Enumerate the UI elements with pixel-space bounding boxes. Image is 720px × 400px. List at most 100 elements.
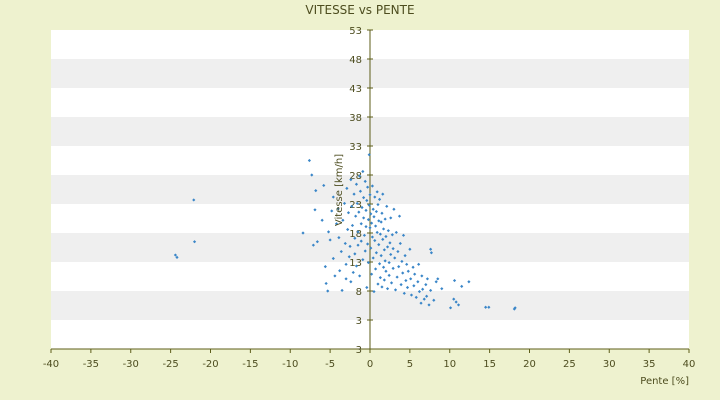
y-tick-label: 53 — [349, 26, 362, 37]
y-tick-label: 23 — [349, 200, 362, 211]
data-point — [434, 280, 438, 284]
y-tick-label: 3 — [356, 316, 362, 327]
data-point — [347, 255, 351, 259]
data-point — [487, 305, 491, 309]
x-tick-label: -35 — [83, 359, 99, 370]
data-point — [387, 273, 391, 277]
data-point — [424, 283, 428, 287]
data-point — [389, 216, 393, 220]
x-axis-label: Pente [%] — [640, 376, 689, 387]
data-point — [369, 212, 373, 216]
data-point — [405, 285, 410, 290]
data-point — [339, 249, 343, 254]
y-tick-label: 13 — [349, 258, 362, 269]
data-point — [406, 269, 410, 273]
data-point — [366, 260, 371, 265]
data-point — [370, 235, 374, 239]
data-point — [381, 237, 385, 241]
x-tick-label: -40 — [43, 359, 59, 370]
data-point — [307, 158, 311, 163]
data-point — [366, 242, 370, 246]
data-point — [352, 192, 356, 196]
data-point — [356, 230, 360, 234]
data-point — [365, 285, 369, 290]
data-point — [320, 218, 324, 222]
data-point — [377, 243, 381, 247]
data-point — [175, 255, 179, 259]
data-point — [360, 205, 364, 210]
data-point — [326, 289, 330, 293]
data-point — [328, 238, 332, 242]
y-tick-label: 3 — [356, 345, 362, 356]
data-point — [375, 230, 379, 235]
data-point — [311, 243, 315, 247]
data-point — [378, 276, 382, 280]
data-point — [349, 178, 353, 182]
data-point — [436, 277, 440, 281]
data-point — [379, 254, 383, 258]
data-point — [417, 262, 421, 266]
data-point — [398, 241, 402, 246]
data-point — [374, 251, 378, 255]
data-point — [513, 306, 517, 310]
data-point — [373, 195, 377, 199]
x-tick-label: 10 — [443, 359, 456, 370]
y-tick-label: 38 — [349, 113, 362, 124]
data-point — [381, 192, 385, 196]
data-point — [354, 264, 359, 268]
data-point — [359, 239, 363, 243]
data-point — [344, 262, 348, 266]
data-point — [460, 284, 464, 288]
data-point — [330, 209, 334, 213]
x-axis-ticks: -40 -35 -30 -25 -20 -15 -10 -5 0 5 10 15 20 25 30 35 40 — [43, 349, 696, 370]
y-tick-label: 28 — [349, 171, 362, 182]
data-point — [326, 230, 331, 234]
data-point — [413, 272, 417, 276]
data-point — [333, 274, 337, 278]
data-point — [353, 252, 357, 256]
data-point — [381, 265, 386, 269]
data-point — [363, 179, 367, 183]
data-point — [393, 288, 398, 292]
data-point — [358, 274, 362, 278]
data-point — [388, 241, 392, 245]
data-point — [425, 294, 429, 298]
data-point — [373, 238, 377, 243]
x-tick-label: -30 — [123, 359, 139, 370]
data-point — [342, 201, 347, 206]
y-tick-label: 48 — [349, 55, 362, 66]
data-point — [336, 207, 340, 211]
data-point — [377, 262, 382, 266]
x-tick-label: 40 — [683, 359, 696, 370]
data-point — [368, 226, 372, 230]
x-tick-label: -10 — [282, 359, 298, 370]
data-point — [361, 258, 365, 262]
data-point — [385, 204, 389, 208]
data-point — [357, 210, 361, 214]
data-point — [367, 153, 371, 157]
data-point — [395, 275, 399, 279]
data-point — [378, 232, 382, 236]
data-point — [372, 215, 376, 219]
data-point — [366, 218, 371, 222]
data-point — [341, 218, 345, 222]
data-point — [401, 233, 406, 237]
data-series — [173, 153, 517, 311]
data-point — [313, 208, 317, 212]
data-point — [392, 207, 396, 211]
data-point — [314, 189, 318, 193]
data-point — [354, 214, 358, 218]
data-point — [429, 251, 434, 255]
y-axis-label: Vitesse [km/h] — [334, 154, 345, 226]
data-point — [380, 211, 384, 215]
data-point — [353, 236, 357, 240]
data-point — [391, 266, 395, 270]
y-tick-label: 43 — [349, 84, 362, 95]
x-tick-label: 20 — [523, 359, 536, 370]
data-point — [369, 246, 373, 250]
data-point — [400, 259, 404, 264]
data-point — [429, 288, 433, 293]
data-point — [350, 223, 355, 228]
data-point — [331, 256, 335, 261]
data-point — [383, 259, 387, 263]
